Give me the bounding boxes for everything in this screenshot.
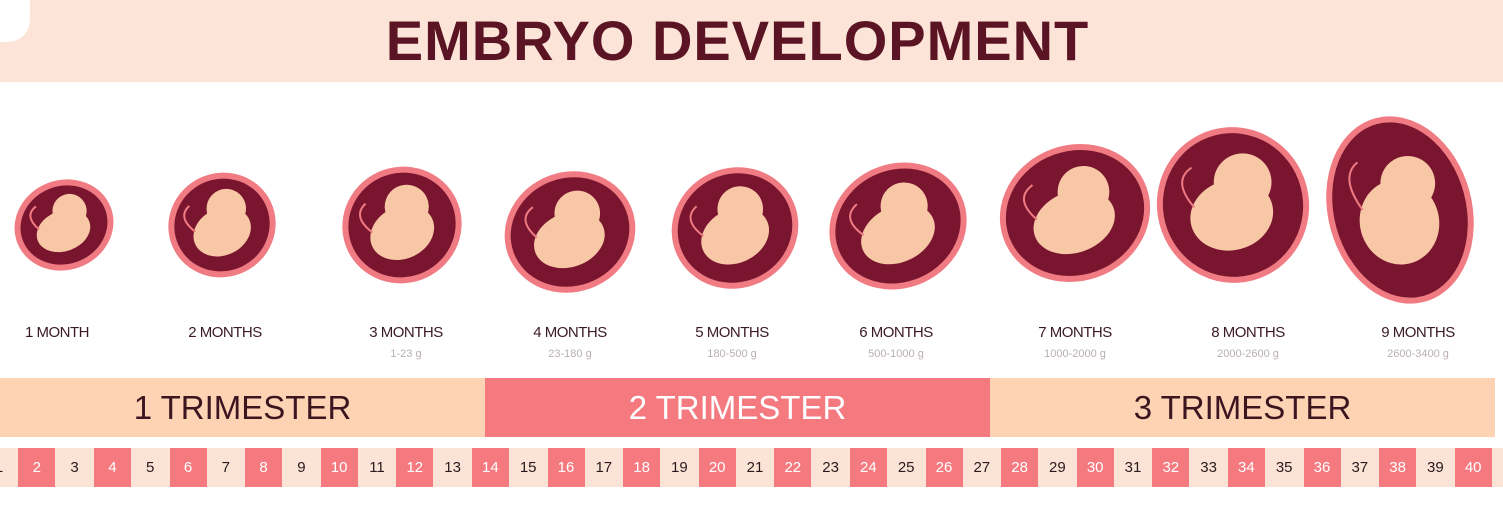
- month-label: 6 MONTHS: [859, 324, 933, 341]
- week-cell: 30: [1076, 448, 1114, 487]
- fetus-month-3: [342, 166, 462, 284]
- fetus-head: [717, 186, 764, 232]
- week-cell: 9: [297, 459, 306, 476]
- week-cell: 21: [746, 459, 764, 476]
- fetus-month-8: [1156, 127, 1310, 283]
- week-cell: 19: [671, 459, 688, 476]
- week-cell: 27: [973, 459, 991, 476]
- week-cell: 14: [471, 448, 509, 487]
- fetus-head: [1057, 165, 1110, 218]
- week-cell: 35: [1275, 459, 1293, 476]
- fetus-month-9: [1326, 116, 1474, 304]
- week-cell: 15: [519, 459, 537, 476]
- fetus-head: [206, 188, 247, 229]
- week-cell: 25: [897, 459, 915, 476]
- month-label: 8 MONTHS: [1211, 324, 1285, 341]
- week-cell: 34: [1227, 448, 1265, 487]
- umbilical-cord: [359, 202, 373, 234]
- week-cell: 6: [169, 448, 207, 487]
- week-cell: 2: [18, 448, 56, 487]
- fetus-head: [52, 193, 87, 229]
- month-label: 9 MONTHS: [1381, 324, 1455, 341]
- week-cell: 39: [1427, 459, 1444, 476]
- month-weight: 1000-2000 g: [1044, 348, 1106, 360]
- week-cell: 24: [849, 448, 887, 487]
- week-cell: 10: [320, 448, 358, 487]
- month-weight: 500-1000 g: [868, 348, 924, 360]
- month-weight: 23-180 g: [548, 348, 592, 360]
- week-cell: 40: [1454, 448, 1492, 487]
- fetus-head: [880, 182, 928, 230]
- month-weight: 180-500 g: [707, 348, 757, 360]
- week-cell: 22: [774, 448, 812, 487]
- fetus-head: [1380, 155, 1436, 211]
- month-label: 7 MONTHS: [1038, 324, 1112, 341]
- week-cell: 36: [1303, 448, 1341, 487]
- umbilical-cord: [849, 203, 865, 236]
- fetus-month-6: [829, 162, 967, 290]
- month-label: 2 MONTHS: [188, 324, 262, 341]
- umbilical-cord: [1023, 184, 1038, 221]
- page-title: EMBRYO DEVELOPMENT: [385, 9, 1090, 72]
- week-cell: 23: [822, 459, 839, 476]
- week-cell: 3: [70, 459, 79, 476]
- week-cell: 33: [1200, 459, 1217, 476]
- week-cell: 29: [1049, 459, 1066, 476]
- month-label: 1 MONTH: [25, 324, 90, 341]
- trimester-2: 2 TRIMESTER: [485, 378, 990, 437]
- week-cell: 13: [444, 459, 461, 476]
- fetus-month-4: [504, 171, 636, 293]
- month-weight: 2600-3400 g: [1387, 348, 1449, 360]
- title-banner: [0, 0, 1503, 82]
- week-cell: 1: [0, 448, 18, 487]
- week-cell: 18: [623, 448, 661, 487]
- week-cell: 4: [93, 448, 131, 487]
- fetus-illustrations: [14, 116, 1474, 304]
- fetus-month-5: [671, 167, 799, 289]
- week-cell: 38: [1379, 448, 1417, 487]
- trimester-3: 3 TRIMESTER: [990, 378, 1495, 437]
- month-weight: 2000-2600 g: [1217, 348, 1279, 360]
- week-cell: 17: [595, 459, 613, 476]
- week-cell: 16: [547, 448, 585, 487]
- month-weight: 1-23 g: [390, 348, 422, 360]
- umbilical-cord: [689, 205, 705, 237]
- fetus-head: [384, 184, 429, 229]
- fetus-month-7: [999, 144, 1151, 282]
- week-cell: 37: [1351, 459, 1369, 476]
- fetus-head: [1213, 153, 1272, 212]
- month-label: 3 MONTHS: [369, 324, 443, 341]
- umbilical-cord: [29, 205, 40, 231]
- umbilical-cord: [1348, 161, 1364, 211]
- week-cell: 11: [369, 459, 385, 476]
- week-cell: 12: [396, 448, 434, 487]
- fetus-month-1: [14, 179, 114, 271]
- fetus-month-2: [168, 172, 276, 278]
- trimester-1: 1 TRIMESTER: [0, 378, 485, 437]
- week-cell: 7: [221, 459, 230, 476]
- umbilical-cord: [1181, 166, 1196, 208]
- umbilical-cord: [183, 205, 196, 233]
- umbilical-cord: [524, 206, 538, 239]
- fetus-head: [554, 190, 601, 237]
- week-cell: 8: [245, 448, 283, 487]
- week-cell: 28: [1001, 448, 1039, 487]
- week-cell: 31: [1124, 459, 1142, 476]
- week-cell: 5: [146, 459, 155, 476]
- week-cell: 32: [1152, 448, 1190, 487]
- week-cell: 20: [698, 448, 736, 487]
- week-cell: 26: [925, 448, 963, 487]
- month-label: 4 MONTHS: [533, 324, 607, 341]
- month-label: 5 MONTHS: [695, 324, 769, 341]
